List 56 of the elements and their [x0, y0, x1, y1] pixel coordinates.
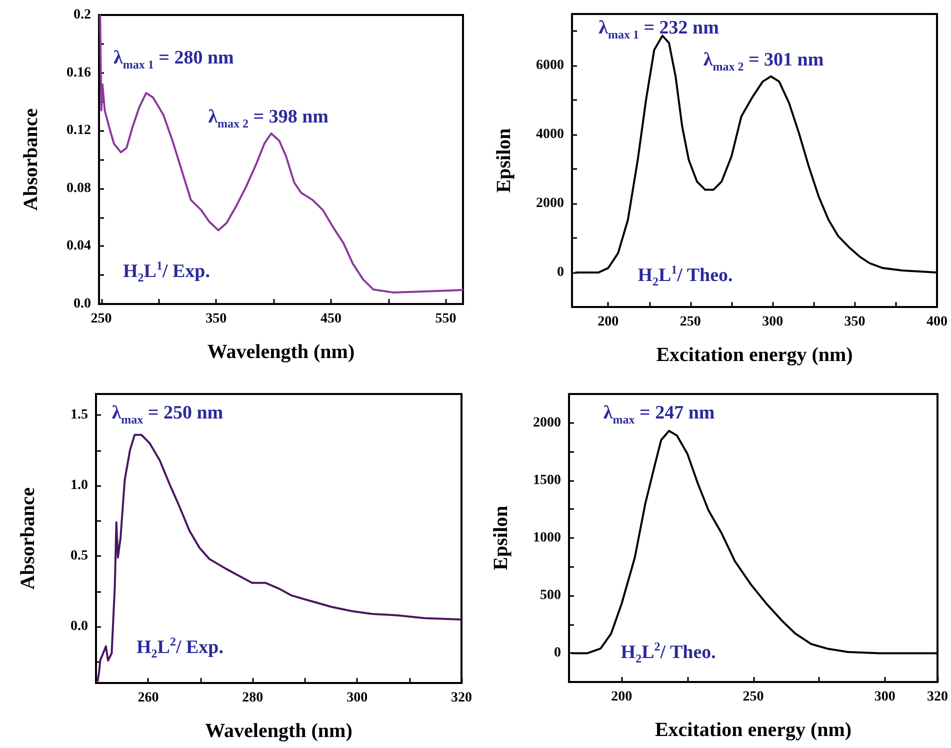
y-tick-label: 0	[554, 646, 561, 661]
y-tick-label: 2000	[533, 415, 561, 430]
y-axis-title: Absorbance	[17, 487, 39, 590]
x-tick-label: 550	[435, 312, 456, 326]
x-axis-title: Wavelength (nm)	[207, 341, 355, 363]
annotation: H$_{2}$L$^{1}$/ Theo.	[638, 262, 733, 290]
line-series	[99, 14, 464, 294]
y-tick-label: 500	[540, 588, 561, 604]
y-tick-label: 0.04	[66, 238, 91, 254]
x-tick-label: 260	[138, 690, 159, 706]
y-tick-label: 0.0	[70, 619, 88, 634]
y-tick-label: 6000	[536, 58, 564, 74]
x-tick-label: 400	[926, 314, 948, 330]
x-tick-label: 250	[90, 312, 112, 326]
annotation: λ$_{max 2}$ = 398 nm	[208, 106, 329, 132]
x-tick-label: 320	[927, 690, 948, 704]
annotation: λ$_{max 1}$ = 232 nm	[598, 18, 719, 43]
y-tick-label: 0.08	[66, 180, 91, 196]
annotation: H$_{2}$L$^{1}$/ Exp.	[123, 258, 210, 286]
x-axis-title: Excitation energy (nm)	[654, 719, 852, 741]
y-tick-label: 2000	[536, 196, 564, 212]
annotation: H$_{2}$L$^{2}$/ Theo.	[620, 640, 716, 667]
y-tick-label: 0.0	[74, 296, 91, 312]
annotation: λ$_{max 1}$ = 280 nm	[114, 47, 234, 72]
x-tick-label: 450	[320, 312, 342, 326]
x-tick-label: 200	[598, 314, 619, 330]
x-axis-title: Excitation energy (nm)	[656, 344, 853, 366]
y-tick-label: 1500	[533, 472, 561, 488]
x-tick-label: 250	[742, 690, 764, 704]
x-tick-label: 200	[611, 690, 632, 704]
x-tick-label: 350	[206, 312, 227, 326]
x-tick-label: 300	[346, 690, 368, 706]
x-tick-label: 300	[874, 690, 896, 704]
line-series	[96, 434, 462, 683]
x-tick-label: 320	[451, 690, 472, 706]
x-tick-label: 350	[844, 314, 866, 330]
x-tick-label: 250	[680, 314, 701, 330]
y-tick-label: 4000	[536, 127, 564, 142]
y-tick-label: 0.5	[70, 548, 88, 564]
annotation: λ$_{max}$ = 250 nm	[112, 402, 224, 428]
y-axis-title: Epsilon	[493, 128, 515, 193]
annotation: H$_{2}$L$^{2}$/ Exp.	[136, 634, 224, 662]
y-tick-label: 0.16	[66, 65, 91, 80]
y-tick-label: 1.0	[70, 478, 88, 494]
y-tick-label: 0.2	[74, 8, 91, 22]
y-axis-title: Absorbance	[20, 108, 42, 211]
annotation: λ$_{max 2}$ = 301 nm	[703, 50, 824, 75]
x-axis-title: Wavelength (nm)	[205, 720, 352, 742]
x-tick-label: 280	[242, 690, 264, 706]
x-tick-label: 300	[762, 314, 784, 330]
y-tick-label: 1.5	[70, 408, 88, 423]
y-axis-title: Epsilon	[490, 506, 512, 570]
y-tick-label: 0.12	[66, 123, 91, 138]
y-tick-label: 0	[557, 265, 564, 280]
y-tick-label: 1000	[533, 530, 561, 546]
annotation: λ$_{max}$ = 247 nm	[603, 402, 715, 428]
